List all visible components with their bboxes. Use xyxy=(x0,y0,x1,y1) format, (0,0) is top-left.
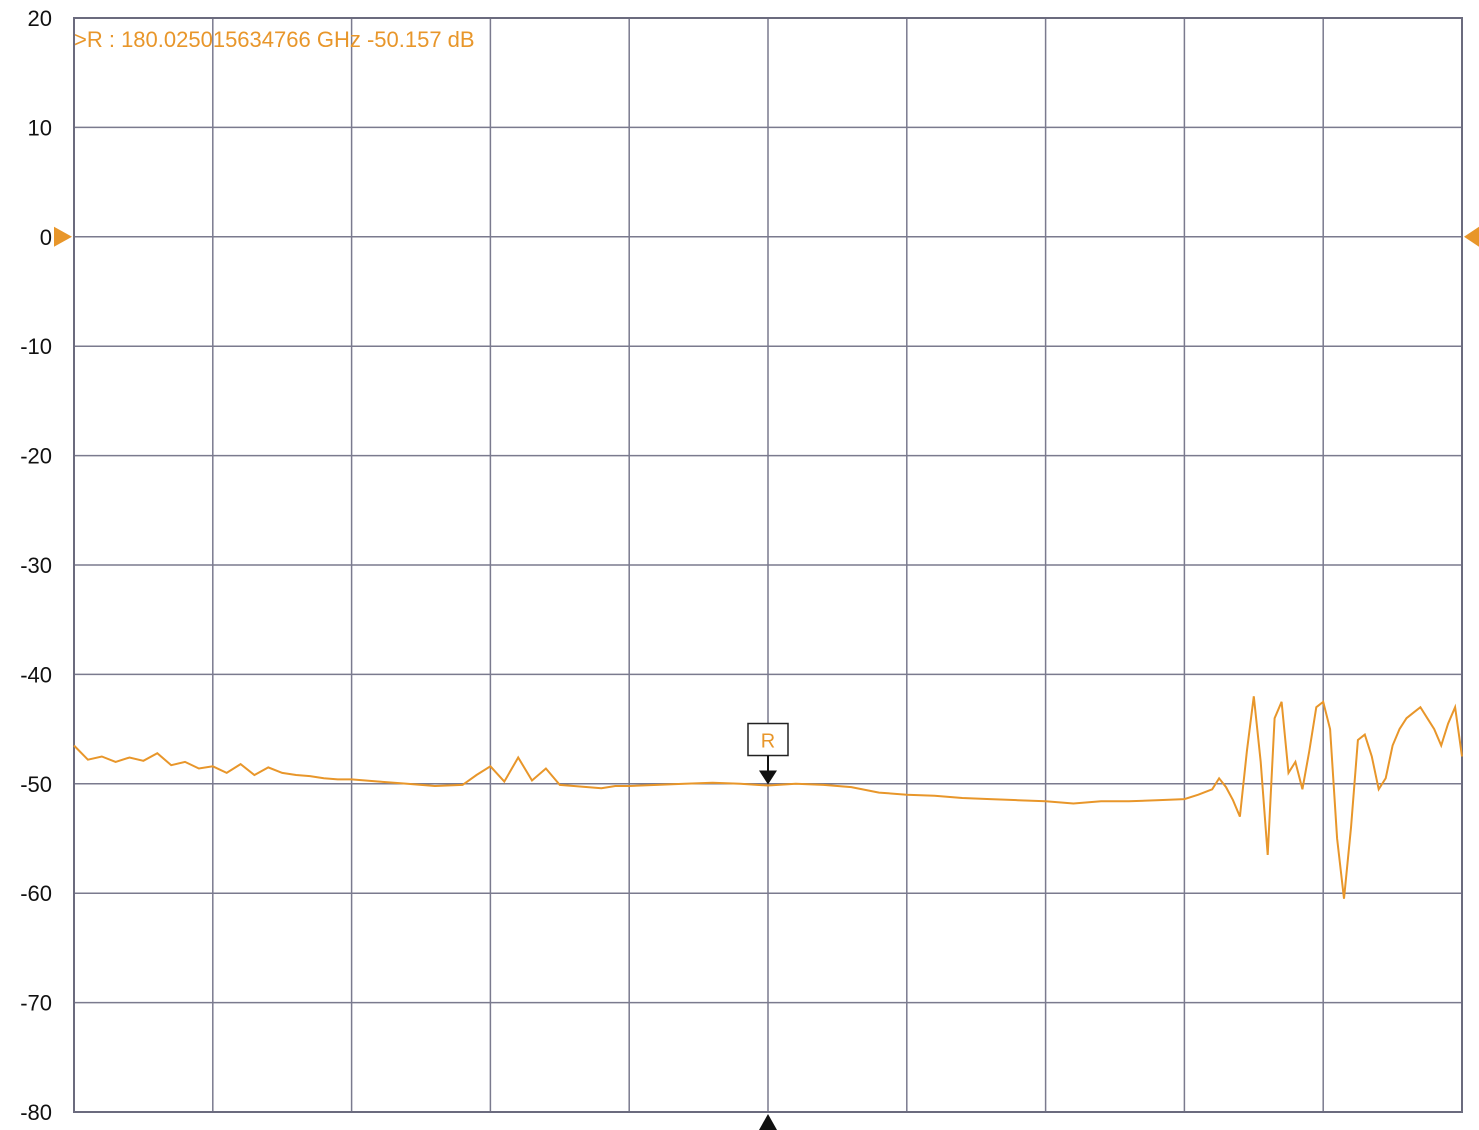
plot-frame xyxy=(73,17,1463,1113)
y-tick-label: 20 xyxy=(28,6,52,31)
marker-pointer xyxy=(759,770,777,785)
y-tick-label: -30 xyxy=(20,553,52,578)
y-tick-label: 10 xyxy=(28,115,52,140)
trace-line xyxy=(73,696,1463,899)
y-tick-label: -80 xyxy=(20,1100,52,1125)
y-tick-label: -50 xyxy=(20,772,52,797)
y-tick-label: -40 xyxy=(20,662,52,687)
reference-level-right-arrow[interactable] xyxy=(1464,226,1479,247)
reference-level-left-arrow[interactable] xyxy=(54,226,72,247)
y-tick-label: 0 xyxy=(40,225,52,250)
y-tick-label: -60 xyxy=(20,881,52,906)
grid xyxy=(74,18,1462,1112)
marker-r[interactable]: R xyxy=(747,722,789,785)
marker-label-box xyxy=(747,722,789,757)
marker-label: R xyxy=(761,731,775,753)
y-tick-label: -20 xyxy=(20,444,52,469)
y-axis-ticks: 20 10 0 -10 -20 -30 -40 -50 -60 -70 -80 xyxy=(20,6,52,1125)
marker-readout: >R : 180.025015634766 GHz -50.157 dB xyxy=(74,27,475,52)
y-tick-label: -10 xyxy=(20,334,52,359)
y-tick-label: -70 xyxy=(20,991,52,1016)
marker-position-arrow[interactable] xyxy=(759,1114,777,1130)
